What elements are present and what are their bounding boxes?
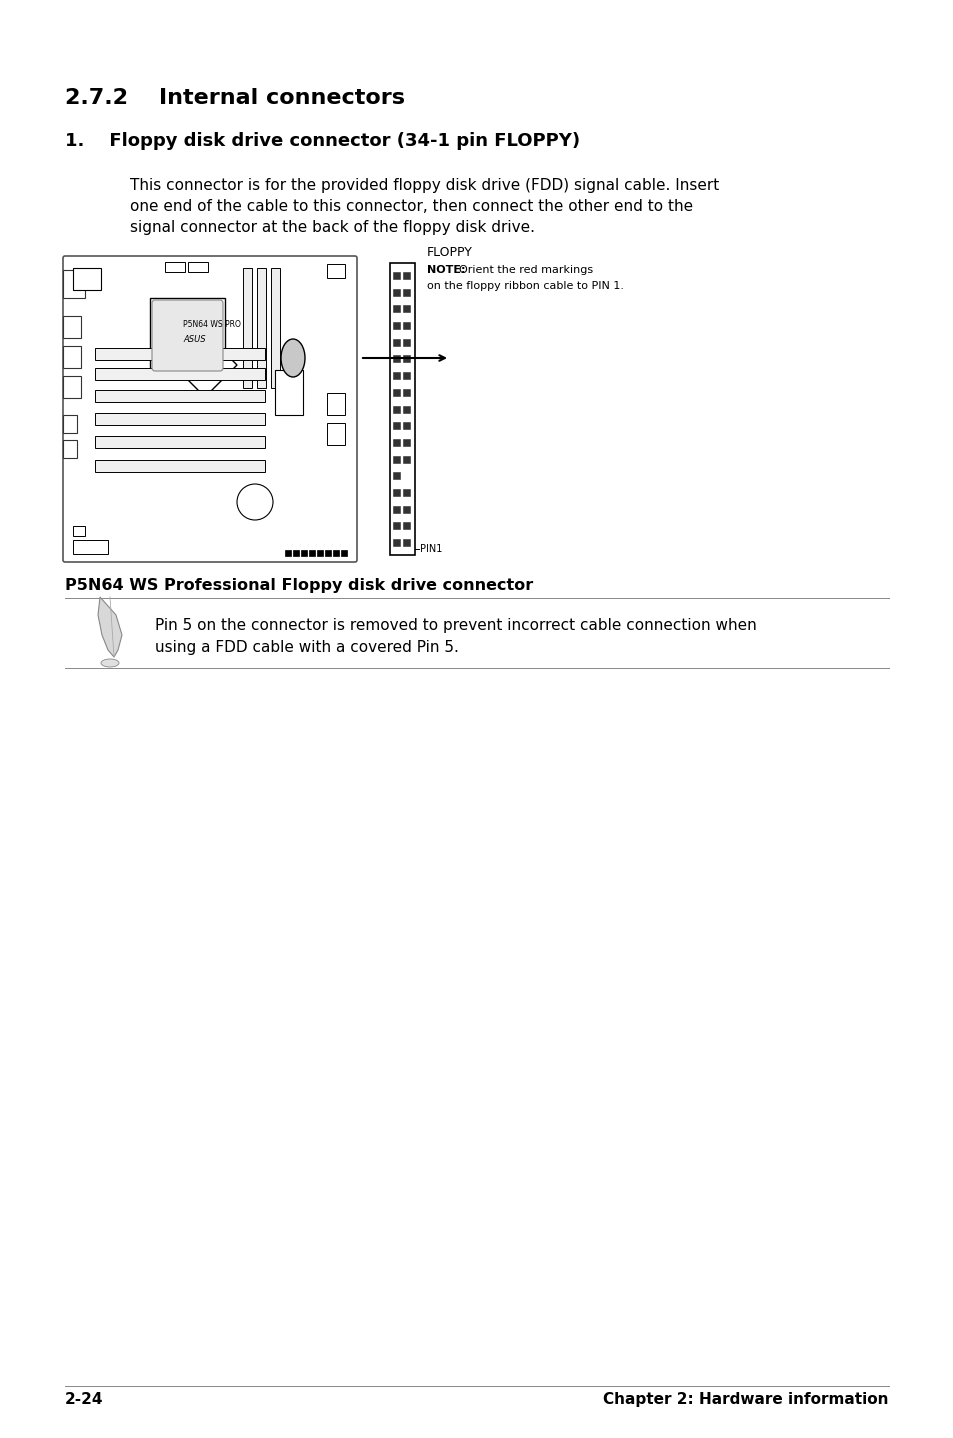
Bar: [402, 305, 410, 312]
FancyBboxPatch shape: [152, 301, 223, 371]
Text: P5N64 WS Professional Floppy disk drive connector: P5N64 WS Professional Floppy disk drive …: [65, 578, 533, 592]
Bar: [316, 549, 323, 557]
Bar: [402, 439, 410, 446]
Text: 1.    Floppy disk drive connector (34-1 pin FLOPPY): 1. Floppy disk drive connector (34-1 pin…: [65, 132, 579, 150]
Bar: [63, 316, 81, 338]
Bar: [325, 549, 331, 557]
Bar: [393, 406, 399, 413]
Text: one end of the cable to this connector, then connect the other end to the: one end of the cable to this connector, …: [130, 198, 693, 214]
Text: PIN1: PIN1: [419, 544, 442, 554]
Bar: [402, 289, 410, 296]
Bar: [402, 388, 410, 395]
Bar: [402, 372, 410, 380]
Bar: [393, 489, 399, 496]
Circle shape: [236, 485, 273, 521]
Bar: [63, 416, 77, 433]
Bar: [393, 289, 399, 296]
Bar: [393, 372, 399, 380]
Bar: [95, 348, 265, 360]
Ellipse shape: [101, 659, 119, 667]
Bar: [95, 390, 265, 403]
Text: Orient the red markings: Orient the red markings: [458, 265, 593, 275]
Bar: [393, 439, 399, 446]
Bar: [95, 413, 265, 426]
Bar: [393, 423, 399, 429]
Bar: [393, 539, 399, 546]
Bar: [402, 522, 410, 529]
Bar: [402, 355, 410, 362]
Bar: [285, 549, 291, 557]
Bar: [301, 549, 307, 557]
Bar: [402, 506, 410, 513]
Bar: [402, 272, 410, 279]
Bar: [63, 375, 81, 398]
Text: P5N64 WS PRO: P5N64 WS PRO: [183, 321, 240, 329]
Bar: [390, 263, 415, 555]
FancyBboxPatch shape: [63, 256, 356, 562]
Text: 2.7.2    Internal connectors: 2.7.2 Internal connectors: [65, 88, 405, 108]
Bar: [402, 456, 410, 463]
Bar: [393, 522, 399, 529]
Bar: [243, 267, 252, 388]
Bar: [393, 456, 399, 463]
Bar: [309, 549, 314, 557]
Bar: [271, 267, 280, 388]
Ellipse shape: [281, 339, 305, 377]
Bar: [63, 440, 77, 457]
Text: using a FDD cable with a covered Pin 5.: using a FDD cable with a covered Pin 5.: [154, 640, 458, 654]
Text: Pin 5 on the connector is removed to prevent incorrect cable connection when: Pin 5 on the connector is removed to pre…: [154, 618, 756, 633]
Bar: [73, 541, 108, 554]
Bar: [73, 526, 85, 536]
Text: FLOPPY: FLOPPY: [427, 246, 473, 259]
Bar: [402, 339, 410, 345]
Bar: [393, 388, 399, 395]
Bar: [95, 460, 265, 472]
Text: ASUS: ASUS: [183, 335, 206, 344]
Bar: [188, 262, 208, 272]
Bar: [393, 339, 399, 345]
Polygon shape: [98, 597, 122, 657]
Bar: [393, 305, 399, 312]
Bar: [95, 368, 265, 380]
Bar: [95, 436, 265, 449]
Polygon shape: [172, 334, 236, 397]
Bar: [327, 265, 345, 278]
Bar: [327, 393, 345, 416]
Text: Chapter 2: Hardware information: Chapter 2: Hardware information: [603, 1392, 888, 1406]
Bar: [402, 423, 410, 429]
Bar: [393, 272, 399, 279]
Bar: [402, 489, 410, 496]
Bar: [256, 267, 266, 388]
Text: NOTE:: NOTE:: [427, 265, 465, 275]
Bar: [393, 355, 399, 362]
Text: on the floppy ribbon cable to PIN 1.: on the floppy ribbon cable to PIN 1.: [427, 280, 623, 290]
Bar: [293, 549, 298, 557]
Bar: [402, 406, 410, 413]
Bar: [393, 322, 399, 329]
Bar: [327, 423, 345, 444]
Bar: [63, 347, 81, 368]
Text: 2-24: 2-24: [65, 1392, 103, 1406]
Bar: [63, 270, 85, 298]
Bar: [402, 322, 410, 329]
Bar: [150, 298, 225, 372]
Text: signal connector at the back of the floppy disk drive.: signal connector at the back of the flop…: [130, 220, 535, 234]
Bar: [73, 267, 101, 290]
Bar: [340, 549, 347, 557]
Bar: [333, 549, 338, 557]
Bar: [274, 370, 303, 416]
Bar: [402, 539, 410, 546]
Bar: [393, 472, 399, 479]
Text: This connector is for the provided floppy disk drive (FDD) signal cable. Insert: This connector is for the provided flopp…: [130, 178, 719, 193]
Bar: [165, 262, 185, 272]
Bar: [393, 506, 399, 513]
